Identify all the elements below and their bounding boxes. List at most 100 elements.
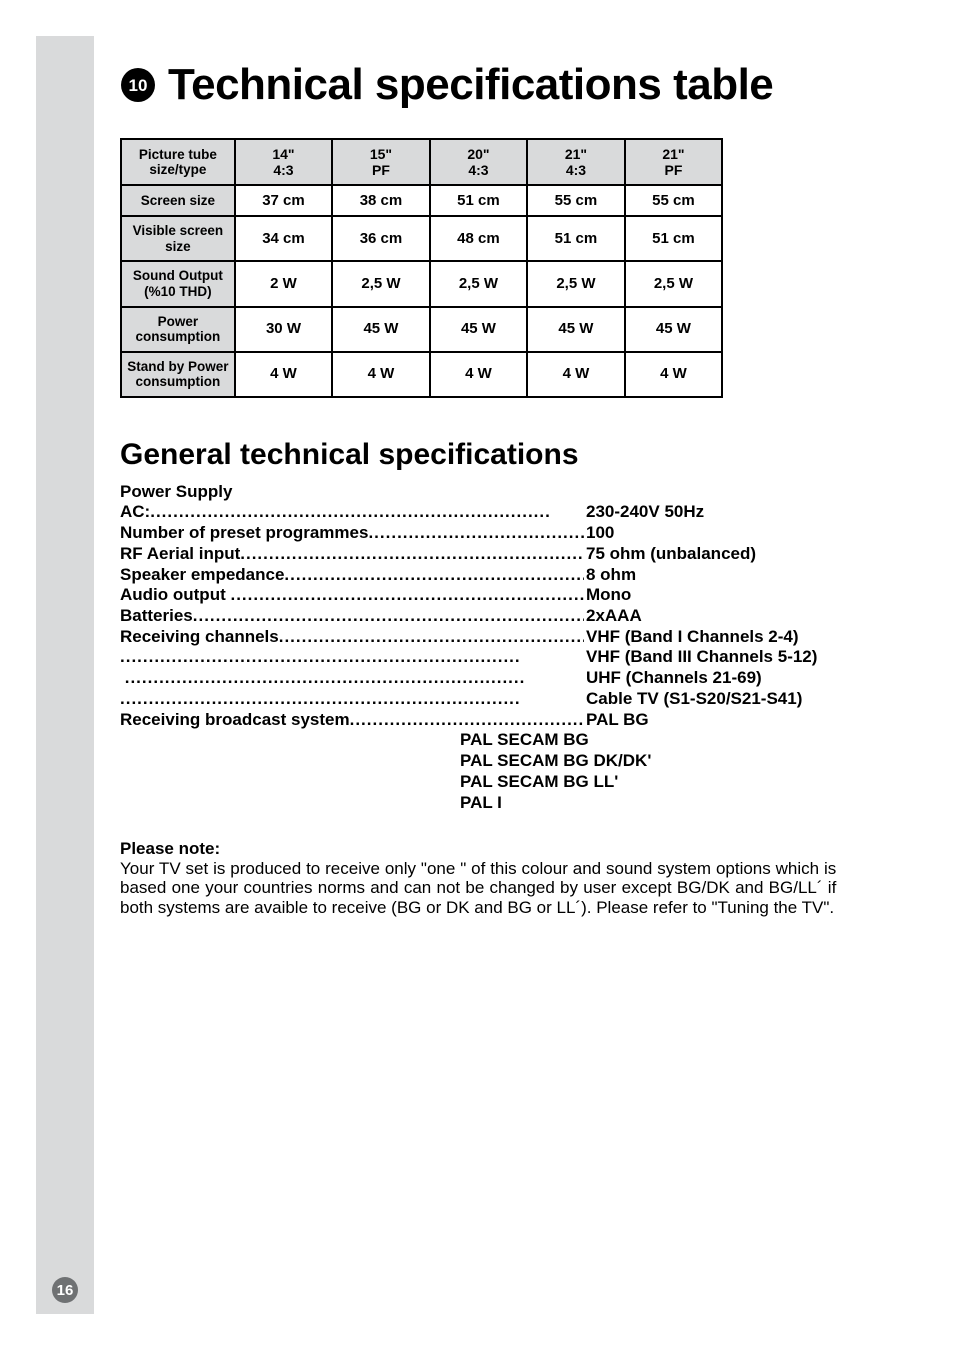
page: 10 Technical specifications table Pictur… — [0, 0, 954, 1350]
note-block: Please note: Your TV set is produced to … — [120, 839, 836, 917]
spec-table-cell: 2,5 W — [430, 261, 527, 306]
spec-line-label: Receiving broadcast system — [120, 710, 350, 731]
spec-line-label: RF Aerial input — [120, 544, 240, 565]
spec-line-value: 75 ohm (unbalanced) — [584, 544, 874, 565]
spec-table-cell: 36 cm — [332, 216, 429, 261]
spec-table-cell: 51 cm — [527, 216, 624, 261]
dot-leader: ........................................… — [120, 647, 584, 668]
spec-table-row: Power consumption30 W45 W45 W45 W45 W — [121, 307, 722, 352]
spec-table-cell: 38 cm — [332, 185, 429, 216]
spec-table-cell: 51 cm — [430, 185, 527, 216]
spec-table-cell: 45 W — [430, 307, 527, 352]
spec-line-value: 8 ohm — [584, 565, 874, 586]
spec-line-value: PAL SECAM BG DK/DK' — [120, 751, 874, 772]
spec-table-row: Sound Output (%10 THD)2 W2,5 W2,5 W2,5 W… — [121, 261, 722, 306]
spec-line-value: PAL SECAM BG LL' — [120, 772, 874, 793]
spec-line-value: 230-240V 50Hz — [584, 502, 874, 523]
spec-line-label: Speaker empedance — [120, 565, 284, 586]
spec-table-cell: 51 cm — [625, 216, 723, 261]
section-label: Power Supply — [120, 482, 874, 503]
spec-table-cell: 4 W — [430, 352, 527, 397]
dot-leader: ........................................… — [279, 627, 584, 648]
spec-table-col: 15"PF — [332, 139, 429, 185]
spec-table-cell: 4 W — [527, 352, 624, 397]
spec-line: Number of preset programmes.............… — [120, 523, 874, 544]
page-title: Technical specifications table — [168, 60, 773, 110]
spec-table-rowhead: Screen size — [121, 185, 235, 216]
spec-table-corner: Picture tube size/type — [121, 139, 235, 185]
dot-leader: ........................................… — [193, 606, 584, 627]
spec-table-rowhead: Power consumption — [121, 307, 235, 352]
spec-line-value: 100 — [584, 523, 874, 544]
general-specs-list: Power Supply AC:........................… — [120, 482, 874, 814]
note-body: Your TV set is produced to receive only … — [120, 859, 836, 917]
page-number-text: 16 — [57, 1282, 74, 1299]
spec-table-row: Visible screen size34 cm36 cm48 cm51 cm5… — [121, 216, 722, 261]
spec-line: Audio output ...........................… — [120, 585, 874, 606]
spec-table-cell: 37 cm — [235, 185, 332, 216]
spec-table-rowhead: Sound Output (%10 THD) — [121, 261, 235, 306]
spec-table-cell: 2,5 W — [625, 261, 723, 306]
sidebar — [36, 36, 94, 1314]
spec-line: ........................................… — [120, 668, 874, 689]
spec-line-value: PAL I — [120, 793, 874, 814]
spec-table-cell: 4 W — [625, 352, 723, 397]
spec-table-cell: 48 cm — [430, 216, 527, 261]
spec-line: AC:.....................................… — [120, 502, 874, 523]
dot-leader: ........................................… — [125, 668, 584, 689]
spec-table-col: 21"PF — [625, 139, 723, 185]
spec-table-cell: 4 W — [332, 352, 429, 397]
spec-table-cell: 55 cm — [625, 185, 723, 216]
spec-line-value: PAL BG — [584, 710, 874, 731]
spec-line-value: 2xAAA — [584, 606, 874, 627]
dot-leader: ........................................… — [240, 544, 584, 565]
spec-table-rowhead: Stand by Power consumption — [121, 352, 235, 397]
spec-line-label: Receiving channels — [120, 627, 279, 648]
spec-table-row: Screen size37 cm38 cm51 cm55 cm55 cm — [121, 185, 722, 216]
spec-table-cell: 2,5 W — [527, 261, 624, 306]
spec-table-cell: 45 W — [527, 307, 624, 352]
section-number-icon: 10 — [120, 67, 156, 103]
spec-line-label: AC: — [120, 502, 150, 523]
spec-table-row: Stand by Power consumption4 W4 W4 W4 W4 … — [121, 352, 722, 397]
spec-line-value: VHF (Band I Channels 2-4) — [584, 627, 874, 648]
note-title: Please note: — [120, 839, 836, 859]
spec-line-value: Mono — [584, 585, 874, 606]
dot-leader: ........................................… — [284, 565, 584, 586]
spec-table-rowhead: Visible screen size — [121, 216, 235, 261]
section-number-text: 10 — [129, 76, 148, 95]
dot-leader: ........................................… — [230, 585, 584, 606]
spec-table-col: 21"4:3 — [527, 139, 624, 185]
spec-line-value: UHF (Channels 21-69) — [584, 668, 874, 689]
spec-table-col: 20"4:3 — [430, 139, 527, 185]
content-area: 10 Technical specifications table Pictur… — [120, 60, 874, 918]
spec-line: Batteries...............................… — [120, 606, 874, 627]
spec-line: Receiving channels......................… — [120, 627, 874, 648]
spec-table-cell: 2 W — [235, 261, 332, 306]
spec-line: RF Aerial input.........................… — [120, 544, 874, 565]
dot-leader: ........................................… — [120, 689, 584, 710]
spec-line: Receiving broadcast system..............… — [120, 710, 874, 731]
spec-table-cell: 34 cm — [235, 216, 332, 261]
dot-leader: ........................................… — [350, 710, 584, 731]
spec-table-cell: 4 W — [235, 352, 332, 397]
spec-line: ........................................… — [120, 689, 874, 710]
spec-table-cell: 30 W — [235, 307, 332, 352]
spec-table-col: 14"4:3 — [235, 139, 332, 185]
spec-table-cell: 45 W — [332, 307, 429, 352]
spec-line: Speaker empedance.......................… — [120, 565, 874, 586]
spec-line-label: Audio output — [120, 585, 230, 606]
dot-leader: ........................................… — [150, 502, 584, 523]
spec-table-header-row: Picture tube size/type14"4:315"PF20"4:32… — [121, 139, 722, 185]
spec-table-cell: 55 cm — [527, 185, 624, 216]
page-number-badge: 16 — [47, 1272, 83, 1308]
spec-line-value: VHF (Band III Channels 5-12) — [584, 647, 874, 668]
spec-line-value: Cable TV (S1-S20/S21-S41) — [584, 689, 874, 710]
dot-leader: ........................................… — [368, 523, 584, 544]
spec-table-cell: 45 W — [625, 307, 723, 352]
spec-line: ........................................… — [120, 647, 874, 668]
spec-table-cell: 2,5 W — [332, 261, 429, 306]
general-specs-heading: General technical specifications — [120, 438, 874, 472]
general-specs-rows: AC:.....................................… — [120, 502, 874, 730]
general-specs-continuation: PAL SECAM BGPAL SECAM BG DK/DK'PAL SECAM… — [120, 730, 874, 813]
